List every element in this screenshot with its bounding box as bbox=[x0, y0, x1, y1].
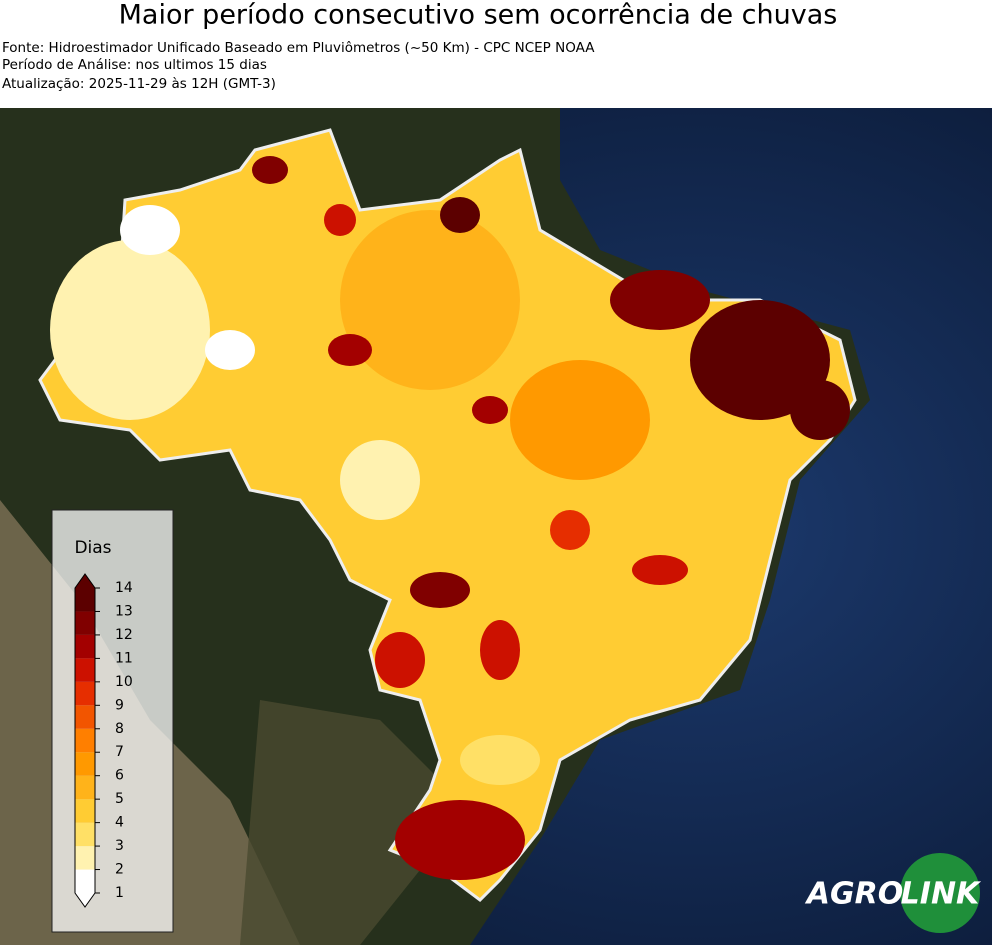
colorbar-band bbox=[75, 752, 95, 776]
title: Maior período consecutivo sem ocorrência… bbox=[119, 0, 838, 31]
colorbar-tick-label: 1 bbox=[115, 885, 124, 901]
colorbar-band bbox=[75, 799, 95, 823]
logo-circle bbox=[900, 853, 980, 933]
colorbar-band bbox=[75, 634, 95, 659]
colorbar-band bbox=[75, 681, 95, 706]
colorbar-tick-label: 5 bbox=[115, 791, 124, 807]
colorbar-extend-top bbox=[75, 574, 95, 588]
colorbar-band bbox=[75, 846, 95, 870]
colorbar-tick-label: 7 bbox=[115, 744, 124, 760]
colorbar-band bbox=[75, 611, 95, 635]
logo-left: AGRO bbox=[805, 877, 903, 912]
colorbar-band bbox=[75, 705, 95, 729]
colorbar-band bbox=[75, 728, 95, 753]
chaco bbox=[240, 700, 440, 945]
colorbar-tick-label: 13 bbox=[115, 603, 133, 619]
period-line: Período de Análise: nos ultimos 15 dias bbox=[2, 57, 267, 73]
colorbar-tick-label: 2 bbox=[115, 862, 124, 878]
colorbar-tick-label: 3 bbox=[115, 838, 124, 854]
colorbar-tick-label: 12 bbox=[115, 627, 133, 643]
colorbar-band bbox=[75, 775, 95, 800]
colorbar-tick-label: 9 bbox=[115, 697, 124, 713]
source-line: Fonte: Hidroestimador Unificado Baseado … bbox=[2, 40, 595, 56]
colorbar-band bbox=[75, 869, 95, 893]
colorbar-tick-label: 14 bbox=[115, 580, 133, 596]
update-line: Atualização: 2025-11-29 às 12H (GMT-3) bbox=[2, 76, 276, 92]
logo-right: LINK bbox=[901, 877, 982, 912]
legend-box bbox=[51, 509, 174, 933]
colorbar-band bbox=[75, 658, 95, 682]
rain-field bbox=[50, 156, 850, 880]
colorbar-tick-label: 11 bbox=[115, 650, 133, 666]
colorbar-tick-label: 8 bbox=[115, 721, 124, 737]
colorbar-extend-bottom bbox=[75, 893, 95, 907]
logo: AGRO LINK bbox=[805, 853, 982, 933]
legend-title: Dias bbox=[74, 538, 111, 558]
colorbar-tick-label: 6 bbox=[115, 768, 124, 784]
colorbar-tick-label: 10 bbox=[115, 674, 133, 690]
colorbar-tick-label: 4 bbox=[115, 815, 124, 831]
colorbar-band bbox=[75, 822, 95, 847]
colorbar-band bbox=[75, 588, 95, 612]
